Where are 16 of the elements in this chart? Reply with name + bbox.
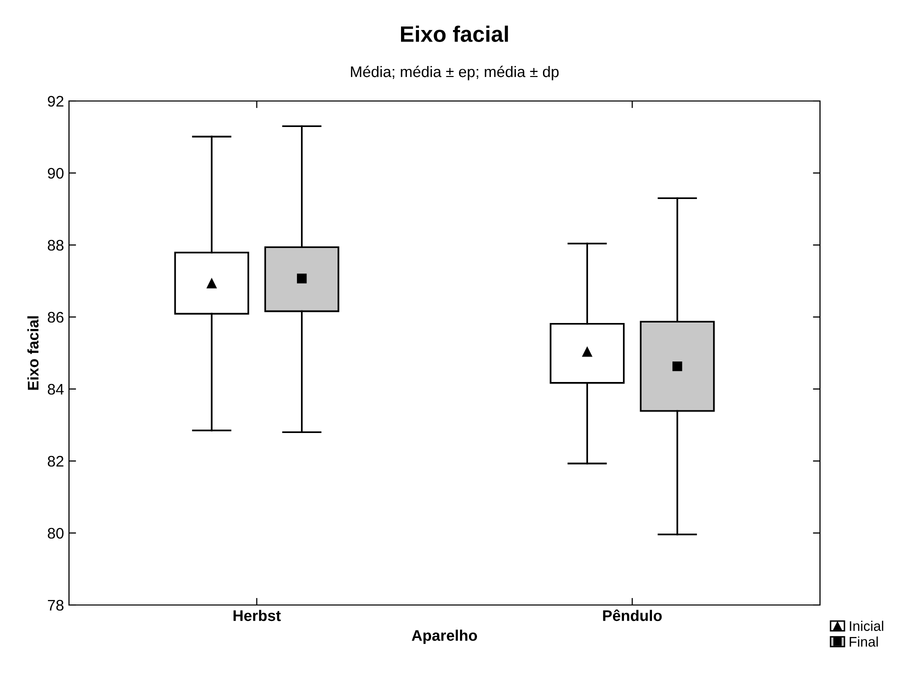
chart-title: Eixo facial xyxy=(401,26,508,42)
y-tick-label: 80 xyxy=(48,528,64,539)
y-tick-label: 88 xyxy=(48,240,64,251)
y-tick-label: 92 xyxy=(48,96,64,107)
y-tick-label: 82 xyxy=(48,456,64,467)
y-tick-label: 90 xyxy=(48,168,64,179)
x-tick-label: Pêndulo xyxy=(603,610,662,622)
x-tick-label: Herbst xyxy=(234,610,281,622)
legend-label: Final xyxy=(850,636,878,647)
chart-subtitle: Média; média ± ep; média ± dp xyxy=(350,66,559,80)
legend-label: Inicial xyxy=(850,620,884,631)
x-axis-title: Aparelho xyxy=(412,630,478,644)
y-tick-label: 78 xyxy=(48,600,64,611)
y-tick-label: 84 xyxy=(48,384,64,395)
y-axis-title: Eixo facial xyxy=(27,316,39,390)
y-tick-label: 86 xyxy=(48,312,64,323)
